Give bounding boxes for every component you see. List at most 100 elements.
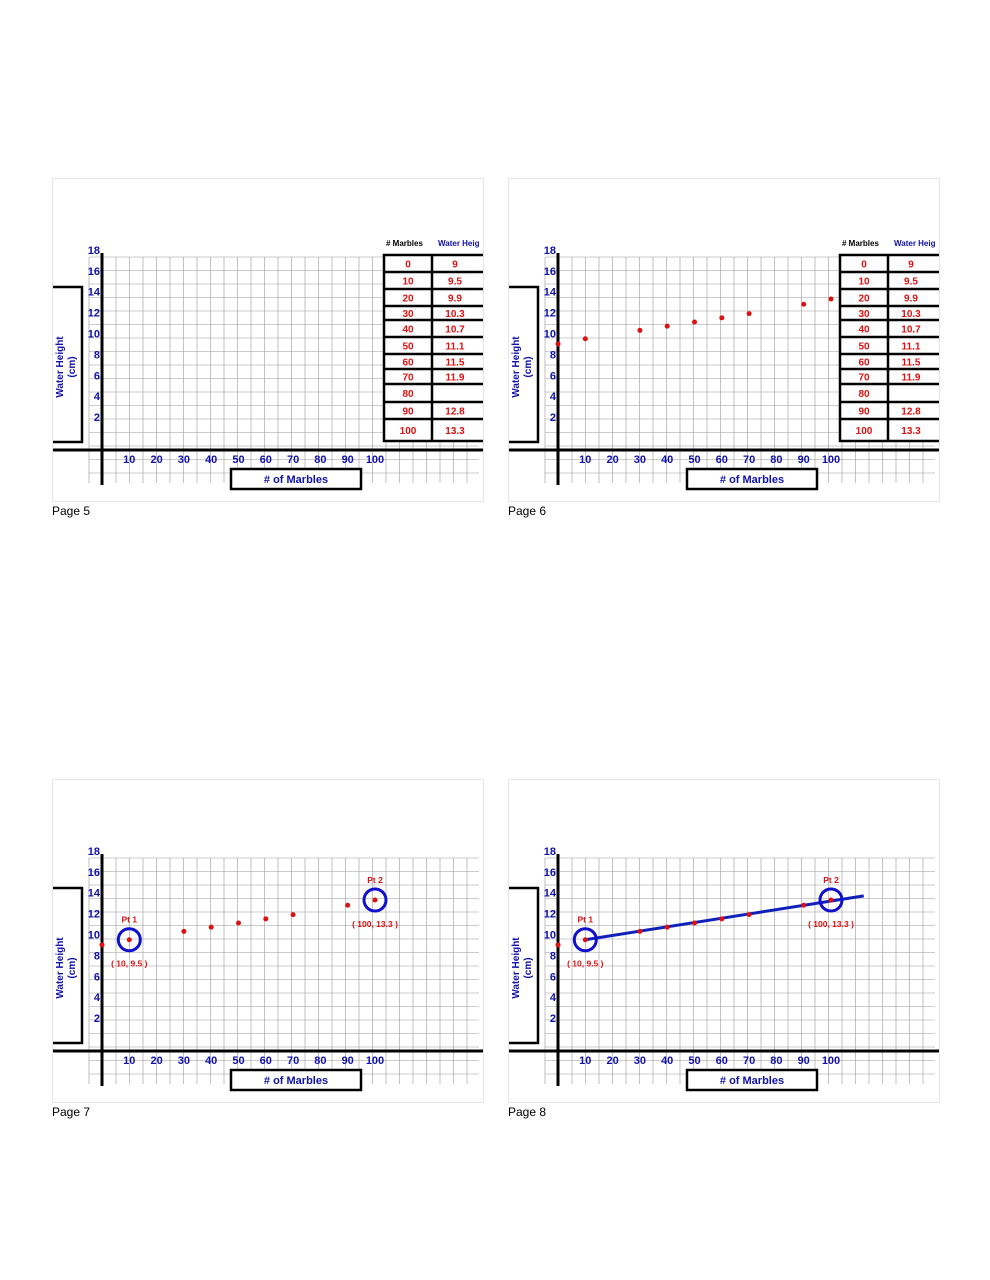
data-point bbox=[664, 323, 670, 329]
table-cell-height: 9.9 bbox=[904, 294, 918, 305]
x-tick-label: 90 bbox=[342, 454, 354, 466]
y-tick-label: 14 bbox=[88, 287, 101, 299]
page-label: Page 6 bbox=[508, 504, 547, 518]
table-border bbox=[838, 253, 939, 443]
data-point bbox=[345, 902, 351, 908]
y-tick-label: 8 bbox=[94, 950, 100, 962]
x-tick-label: 20 bbox=[606, 1055, 618, 1067]
table-cell-height: 11.5 bbox=[446, 358, 465, 369]
y-tick-label: 12 bbox=[88, 308, 100, 320]
y-tick-label: 14 bbox=[88, 888, 101, 900]
data-point bbox=[719, 916, 725, 922]
data-point bbox=[582, 336, 588, 342]
x-tick-label: 50 bbox=[688, 1055, 700, 1067]
x-axis-label: # of Marbles bbox=[264, 474, 328, 486]
table-cell-marbles: 100 bbox=[400, 426, 417, 437]
table-cell-marbles: 60 bbox=[858, 358, 870, 369]
slide-page-6: 18 16 14 12 10 8 6 4 2 10 20 30 40 50 60 70 80 90 100 Water… bbox=[508, 178, 940, 502]
table-cell-marbles: 10 bbox=[402, 277, 414, 288]
table-cell-marbles: 100 bbox=[856, 426, 873, 437]
table-cell-marbles: 10 bbox=[858, 277, 870, 288]
y-axis-label: Water Height (cm) bbox=[55, 937, 78, 999]
pt1-label: Pt 1 bbox=[578, 915, 594, 925]
table-cell-height: 11.5 bbox=[902, 358, 921, 369]
table-cell-marbles: 0 bbox=[405, 260, 411, 271]
x-tick-label: 30 bbox=[634, 1055, 646, 1067]
y-label-line2: (cm) bbox=[67, 957, 78, 978]
data-point bbox=[746, 311, 752, 317]
trend-line bbox=[585, 894, 864, 942]
table-cell-height: 11.1 bbox=[446, 342, 465, 353]
page-label: Page 7 bbox=[52, 1105, 91, 1119]
x-tick-label: 100 bbox=[366, 454, 384, 466]
slide-page-7: 18 16 14 12 10 8 6 4 2 10 20 30 40 50 60 70 80 90 100 Water… bbox=[52, 779, 484, 1103]
table-cell-height: 11.9 bbox=[446, 373, 465, 384]
table-cell-height: 9.5 bbox=[904, 277, 918, 288]
data-point bbox=[181, 928, 187, 934]
y-label-line1: Water Height bbox=[55, 336, 66, 398]
x-tick-label: 80 bbox=[314, 1055, 326, 1067]
x-tick-label: 30 bbox=[634, 454, 646, 466]
y-tick-label: 2 bbox=[94, 1013, 100, 1025]
data-point bbox=[555, 942, 561, 948]
table-cell-height: 9 bbox=[908, 260, 914, 271]
x-tick-label: 40 bbox=[205, 454, 217, 466]
page-label: Page 8 bbox=[508, 1105, 547, 1119]
grid bbox=[88, 857, 479, 1084]
table-cell-height: 12.8 bbox=[901, 407, 921, 418]
y-tick-label: 6 bbox=[550, 370, 556, 382]
x-tick-label: 20 bbox=[150, 1055, 162, 1067]
data-table: # Marbles Water Heig 0 9 10 9.5 20 9.9 30 10.3 40 1… bbox=[838, 239, 939, 443]
y-tick-label: 4 bbox=[94, 391, 101, 403]
y-tick-label: 8 bbox=[94, 349, 100, 361]
y-tick-label: 16 bbox=[88, 867, 100, 879]
y-tick-label: 12 bbox=[88, 909, 100, 921]
y-label-line2: (cm) bbox=[523, 957, 534, 978]
x-label-box bbox=[685, 467, 819, 491]
y-tick-label: 16 bbox=[544, 266, 556, 278]
pt2-coord: ( 100, 13.3 ) bbox=[352, 919, 398, 929]
pt1-circle bbox=[116, 927, 142, 953]
x-axis-label: # of Marbles bbox=[720, 1075, 784, 1087]
y-tick-label: 18 bbox=[88, 846, 100, 858]
data-point bbox=[126, 937, 132, 943]
x-tick-label: 20 bbox=[150, 454, 162, 466]
x-tick-label: 10 bbox=[123, 454, 135, 466]
y-label-box bbox=[509, 285, 540, 444]
y-label-line1: Water Height bbox=[511, 336, 522, 398]
x-tick-label: 50 bbox=[232, 1055, 244, 1067]
y-tick-label: 10 bbox=[88, 329, 100, 341]
table-cell-height: 10.3 bbox=[901, 309, 921, 320]
data-point bbox=[208, 924, 214, 930]
y-tick-label: 6 bbox=[550, 971, 556, 983]
pt2-circle bbox=[362, 887, 388, 913]
x-tick-label: 10 bbox=[579, 1055, 591, 1067]
y-tick-label: 2 bbox=[550, 412, 556, 424]
y-tick-label: 12 bbox=[544, 308, 556, 320]
x-tick-label: 90 bbox=[342, 1055, 354, 1067]
data-point bbox=[828, 897, 834, 903]
data-point bbox=[637, 327, 643, 333]
table-header-height: Water Heig bbox=[438, 239, 480, 248]
table-cell-height: 10.7 bbox=[901, 325, 921, 336]
data-point bbox=[664, 924, 670, 930]
data-point bbox=[746, 912, 752, 918]
pt2-label: Pt 2 bbox=[367, 875, 383, 885]
x-label-box bbox=[229, 467, 363, 491]
y-label-line1: Water Height bbox=[55, 937, 66, 999]
table-cell-marbles: 20 bbox=[402, 294, 414, 305]
table-cell-marbles: 50 bbox=[858, 342, 870, 353]
y-tick-label: 18 bbox=[544, 846, 556, 858]
y-tick-label: 16 bbox=[88, 266, 100, 278]
pt1-coord: ( 10, 9.5 ) bbox=[111, 959, 148, 969]
y-tick-label: 2 bbox=[94, 412, 100, 424]
y-tick-label: 18 bbox=[88, 245, 100, 257]
y-tick-label: 8 bbox=[550, 349, 556, 361]
table-cell-height: 9.5 bbox=[448, 277, 462, 288]
x-tick-label: 100 bbox=[822, 454, 840, 466]
y-label-line1: Water Height bbox=[511, 937, 522, 999]
data-point bbox=[372, 897, 378, 903]
data-point bbox=[555, 341, 561, 347]
